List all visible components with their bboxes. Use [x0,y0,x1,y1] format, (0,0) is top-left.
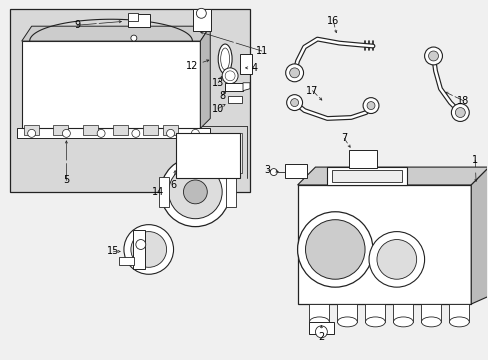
Bar [163,125,177,135]
Text: 13: 13 [212,78,224,88]
Bar [284,164,306,178]
Bar [53,125,68,135]
Bar [158,177,168,207]
Polygon shape [421,304,440,322]
Circle shape [132,129,140,137]
Ellipse shape [220,48,229,70]
Ellipse shape [393,317,412,327]
Bar [348,150,376,168]
Text: 2: 2 [318,332,324,342]
Ellipse shape [309,317,328,327]
Polygon shape [337,304,357,322]
Ellipse shape [448,317,468,327]
Circle shape [376,239,416,279]
Text: 5: 5 [63,175,69,185]
Circle shape [183,180,207,204]
Circle shape [289,68,299,78]
Bar [175,133,240,178]
Circle shape [131,231,166,267]
Text: 7: 7 [341,133,346,143]
Ellipse shape [337,317,357,327]
Circle shape [366,102,374,109]
Bar [309,322,334,334]
Polygon shape [365,304,385,322]
Circle shape [161,157,230,227]
Bar [142,125,157,135]
Text: 11: 11 [255,46,267,56]
Circle shape [450,104,468,121]
Circle shape [368,231,424,287]
Circle shape [427,51,438,61]
Bar [24,125,39,135]
Polygon shape [309,304,328,322]
Circle shape [290,99,298,107]
Text: 6: 6 [170,180,176,190]
Text: 18: 18 [456,96,468,105]
Bar [113,125,128,135]
Polygon shape [21,26,210,41]
Bar [193,9,211,31]
Bar [224,83,243,91]
Bar [228,96,242,103]
Polygon shape [21,41,200,129]
Circle shape [97,129,105,137]
Bar [332,170,401,182]
Circle shape [297,212,372,287]
Bar [10,9,249,192]
Text: 16: 16 [326,16,339,26]
Circle shape [62,129,70,137]
Circle shape [286,95,302,111]
Circle shape [285,64,303,82]
Text: 15: 15 [106,247,119,256]
Circle shape [123,225,173,274]
Circle shape [131,35,137,41]
Polygon shape [470,167,488,304]
Polygon shape [17,129,210,138]
Polygon shape [200,26,210,129]
Text: 12: 12 [186,61,198,71]
Bar [128,13,138,21]
Circle shape [168,165,222,219]
Circle shape [305,220,365,279]
Polygon shape [448,304,468,322]
Bar [133,230,144,269]
Text: 8: 8 [219,91,225,101]
Bar [326,167,406,185]
Polygon shape [297,185,470,304]
Circle shape [222,68,238,84]
Circle shape [424,47,442,65]
Bar [225,177,236,207]
Circle shape [166,129,174,137]
Bar [240,54,251,74]
Circle shape [28,129,36,137]
Bar [119,257,134,265]
Circle shape [191,129,199,137]
Text: 4: 4 [251,63,258,73]
Bar [182,133,242,173]
Text: 10: 10 [212,104,224,113]
Polygon shape [243,83,249,91]
Circle shape [454,108,464,117]
Text: 1: 1 [471,155,477,165]
Circle shape [362,98,378,113]
Ellipse shape [421,317,440,327]
Ellipse shape [218,44,232,74]
Text: 17: 17 [305,86,318,96]
Circle shape [315,326,326,338]
Ellipse shape [365,317,385,327]
Polygon shape [297,167,488,185]
Polygon shape [393,304,412,322]
Circle shape [136,239,145,249]
Text: 9: 9 [74,20,80,30]
Circle shape [270,168,277,176]
Bar [83,125,98,135]
Bar [128,14,149,27]
Text: 14: 14 [151,187,163,197]
Circle shape [196,8,206,18]
Circle shape [224,71,235,81]
Text: 3: 3 [264,165,270,175]
